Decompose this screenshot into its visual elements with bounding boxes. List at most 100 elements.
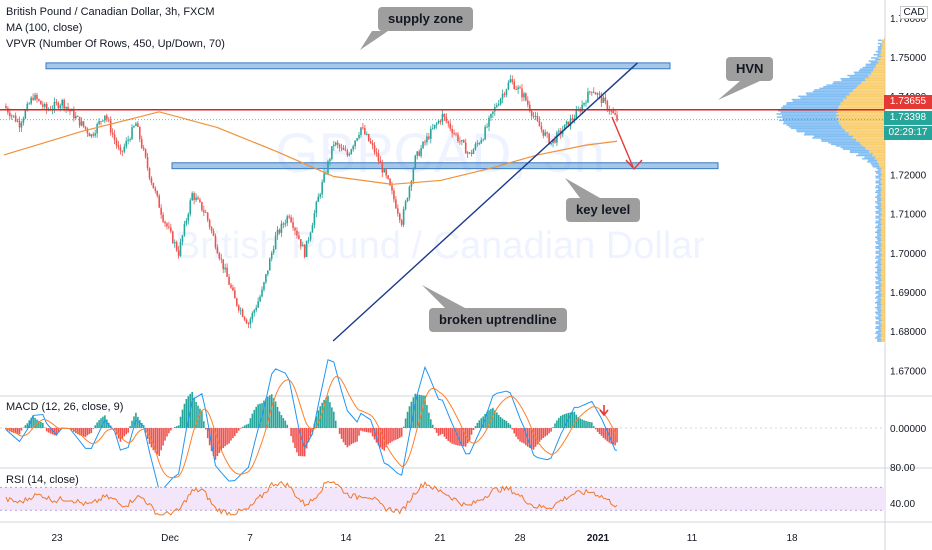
macd-hist-bar <box>127 428 129 433</box>
macd-hist-bar <box>369 428 372 433</box>
candle-body <box>16 120 19 122</box>
vpvr-up-bar <box>813 135 853 138</box>
vpvr-down-bar <box>858 84 885 86</box>
vpvr-down-bar <box>857 86 885 88</box>
macd-hist-bar <box>51 428 54 435</box>
candle-body <box>239 309 242 311</box>
vpvr-up-bar <box>878 279 882 282</box>
candle-body <box>581 104 583 112</box>
candles-group <box>5 74 618 329</box>
macd-hist-bar <box>86 428 89 436</box>
candle-body <box>515 89 517 90</box>
vpvr-down-bar <box>880 172 885 174</box>
macd-hist-bar <box>96 422 98 428</box>
vpvr-down-bar <box>881 279 885 282</box>
candle-body <box>416 151 419 156</box>
macd-hist-bar <box>160 428 162 451</box>
candle-body <box>28 103 31 105</box>
currency-button[interactable]: CAD <box>900 6 928 19</box>
vpvr-up-bar <box>877 298 882 301</box>
vpvr-down-bar <box>880 210 885 213</box>
macd-hist-bar <box>57 428 60 433</box>
macd-hist-bar <box>439 428 442 435</box>
candle-body <box>245 319 248 324</box>
vpvr-up-bar <box>796 130 846 133</box>
vpvr-indicator-label[interactable]: VPVR (Number Of Rows, 450, Up/Down, 70) <box>6 38 225 50</box>
candle-body <box>284 223 287 225</box>
macd-hist-bar <box>206 428 209 439</box>
macd-hist-bar <box>239 428 242 429</box>
vpvr-down-bar <box>881 174 885 176</box>
candle-body <box>133 126 135 128</box>
macd-hist-bar <box>38 420 40 428</box>
vpvr-down-bar <box>880 332 885 334</box>
candle-body <box>573 118 576 120</box>
macd-hist-bar <box>315 416 318 428</box>
candle-body <box>100 121 102 122</box>
vpvr-up-bar <box>876 295 882 298</box>
vpvr-down-bar <box>880 271 885 274</box>
vpvr-up-bar <box>779 119 838 122</box>
candle-body <box>569 118 572 127</box>
candle-body <box>171 231 174 244</box>
vpvr-up-bar <box>777 110 837 112</box>
candle-body <box>451 128 453 134</box>
macd-hist-bar <box>523 428 525 444</box>
macd-indicator-label[interactable]: MACD (12, 26, close, 9) <box>6 401 124 413</box>
macd-hist-bar <box>286 424 289 428</box>
macd-hist-bar <box>391 428 393 442</box>
vpvr-up-bar <box>875 271 881 274</box>
vpvr-up-bar <box>806 94 850 96</box>
rsi-band <box>0 487 885 511</box>
macd-hist-bar <box>515 428 517 437</box>
candle-body <box>575 110 578 119</box>
candle-body <box>5 105 7 109</box>
vpvr-up-bar <box>790 127 843 130</box>
vpvr-down-bar <box>881 298 885 301</box>
vpvr-down-bar <box>840 102 885 104</box>
candle-body <box>534 115 537 117</box>
vpvr-down-bar <box>876 65 885 67</box>
vpvr-up-bar <box>875 281 881 283</box>
candle-body <box>115 139 118 146</box>
vpvr-down-bar <box>881 273 885 275</box>
macd-hist-bar <box>561 414 564 428</box>
vpvr-down-bar <box>881 308 885 310</box>
vpvr-down-bar <box>856 138 885 141</box>
ma-indicator-label[interactable]: MA (100, close) <box>6 22 83 34</box>
vpvr-down-bar <box>874 158 885 160</box>
macd-hist-bar <box>550 428 552 432</box>
candle-body <box>587 91 589 103</box>
vpvr-down-bar <box>844 129 885 131</box>
candle-body <box>119 147 122 151</box>
candle-body <box>300 239 302 247</box>
vpvr-down-bar <box>874 66 885 69</box>
trend-callout-pointer <box>422 285 465 308</box>
macd-hist-bar <box>257 404 259 428</box>
vpvr-down-bar <box>839 121 885 123</box>
macd-hist-bar <box>375 428 378 443</box>
vpvr-up-bar <box>875 201 881 203</box>
candle-body <box>272 249 275 253</box>
candle-body <box>616 114 618 121</box>
macd-hist-bar <box>222 428 225 449</box>
vpvr-down-bar <box>880 175 885 178</box>
candle-body <box>495 105 498 107</box>
vpvr-up-bar <box>878 223 882 226</box>
macd-hist-bar <box>300 428 302 457</box>
uptrend-line <box>332 62 638 342</box>
vpvr-up-bar <box>877 263 882 266</box>
vpvr-up-bar <box>870 62 879 64</box>
vpvr-up-bar <box>823 86 858 88</box>
macd-hist-bar <box>150 428 153 448</box>
candle-body <box>364 127 366 135</box>
vpvr-down-bar <box>881 204 885 206</box>
rsi-indicator-label[interactable]: RSI (14, close) <box>6 474 79 486</box>
vpvr-down-bar <box>881 46 885 48</box>
candle-body <box>199 199 201 202</box>
macd-hist-bar <box>338 428 341 434</box>
vpvr-down-bar <box>871 73 885 75</box>
vpvr-down-bar <box>880 337 885 339</box>
vpvr-up-bar <box>819 87 856 90</box>
